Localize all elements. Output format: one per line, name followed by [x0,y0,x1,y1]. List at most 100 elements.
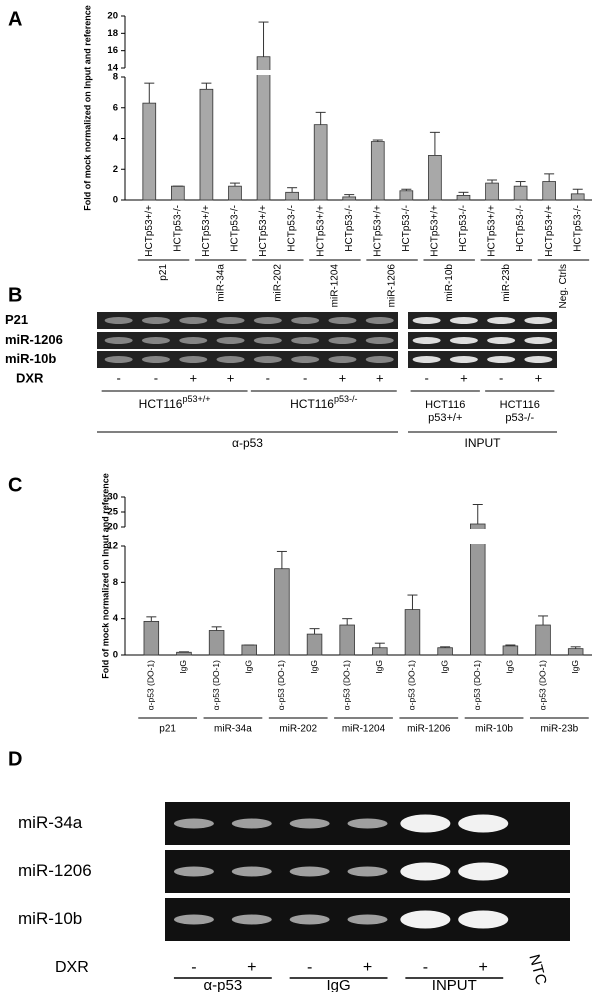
x-tick-label: α-p53 (DO-1) [341,660,351,710]
x-tick-label: HCTp53-/- [401,205,412,252]
gel-band [291,337,320,344]
bar [570,193,585,201]
error-bar [472,504,483,524]
gel-row-label: P21 [5,312,28,327]
error-bar [407,594,418,610]
gel-background [97,351,398,368]
x-tick-label: IgG [374,660,384,674]
x-tick-label: HCTp53+/+ [315,205,326,257]
error-bar [287,187,298,193]
error-bar [544,173,555,182]
gel-band [104,356,133,363]
error-bar [342,618,353,626]
error-bar [374,642,385,648]
x-tick-label: HCTp53+/+ [487,205,498,257]
gel-band [400,862,451,881]
y-tick-label: 6 [113,102,118,113]
y-tick-label: 4 [113,613,119,624]
x-tick-label: HCTp53-/- [287,205,298,252]
error-bar [505,644,516,646]
bar [142,102,157,201]
y-tick-label: 4 [113,133,119,144]
gel-band [216,337,245,344]
gel-band [173,818,214,829]
x-tick-label: HCTp53-/- [515,205,526,252]
treatment-sign: - [424,370,428,385]
y-tick-label: 12 [107,541,118,552]
y-axis-label: Fold of mock normalized on Input and ref… [82,5,92,211]
panel-label: A [8,8,22,30]
treatment-sign: + [227,370,235,385]
gel-band [141,317,170,324]
gel-band [449,356,478,363]
gel-band [487,317,516,324]
gel-band [141,356,170,363]
gel-band [231,818,272,829]
gel-band [347,866,388,877]
bar [208,630,225,656]
error-bar [144,82,155,104]
error-bar [309,628,320,635]
error-bar [401,188,412,191]
x-tick-label: IgG [309,660,319,674]
group-label: miR-34a [215,264,226,302]
y-tick-label: 30 [107,492,118,503]
x-tick-label: α-p53 (DO-1) [146,660,156,710]
gel-band [216,317,245,324]
section-label: IgG [326,977,350,992]
group-label: miR-23b [540,724,578,735]
error-bar [258,21,269,57]
bar [485,182,499,201]
group-label: miR-202 [272,264,283,302]
error-bar [570,646,581,649]
gel-band [289,914,330,925]
error-bar [276,550,287,569]
x-tick-label: HCTp53-/- [572,205,583,252]
gel-band [524,317,553,324]
section-label: α-p53 [232,436,263,450]
bar [372,647,388,656]
gel-row-label: miR-1206 [18,861,92,880]
gel-background [97,332,398,349]
bar [437,647,453,656]
bar [256,56,271,201]
y-tick-label: 0 [113,195,118,206]
gel-band [400,910,451,929]
gel-band [458,910,509,929]
bar [143,620,160,656]
gel-background [408,351,557,368]
bar [428,155,442,201]
gel-band [412,337,441,344]
gel-band [173,914,214,925]
gel-band [291,317,320,324]
treatment-label: DXR [16,370,44,385]
sample-group-label: HCT116p53-/- [290,394,357,411]
panel-label: C [8,474,22,496]
bar [342,196,357,201]
x-tick-label: HCTp53+/+ [372,205,383,257]
x-tick-label: α-p53 (DO-1) [537,660,547,710]
sample-group-name: HCT116 [139,397,183,411]
y-tick-label: 20 [107,522,118,533]
bar [399,190,414,201]
treatment-sign: + [479,959,488,976]
gel-band [449,317,478,324]
x-tick-label: α-p53 (DO-1) [276,660,286,710]
gel-band [291,356,320,363]
gel-band [104,317,133,324]
sample-group-sup: p53+/+ [182,394,210,404]
bar [513,185,528,201]
gel-band [524,356,553,363]
x-tick-label: HCTp53+/+ [144,205,155,257]
treatment-sign: + [376,370,384,385]
gel-band [289,818,330,829]
x-tick-label: IgG [439,660,449,674]
gel-band [216,356,245,363]
x-tick-label: IgG [505,660,515,674]
treatment-sign: + [460,370,468,385]
y-tick-label: 8 [113,72,118,83]
gel-row-label: miR-1206 [5,332,63,347]
y-tick-label: 0 [113,650,118,661]
bar [199,88,214,201]
